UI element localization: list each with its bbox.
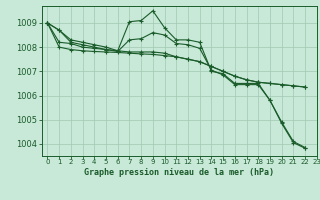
X-axis label: Graphe pression niveau de la mer (hPa): Graphe pression niveau de la mer (hPa): [84, 168, 274, 177]
